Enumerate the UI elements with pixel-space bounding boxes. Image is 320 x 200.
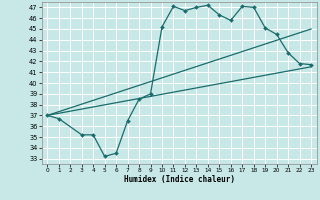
X-axis label: Humidex (Indice chaleur): Humidex (Indice chaleur) <box>124 175 235 184</box>
